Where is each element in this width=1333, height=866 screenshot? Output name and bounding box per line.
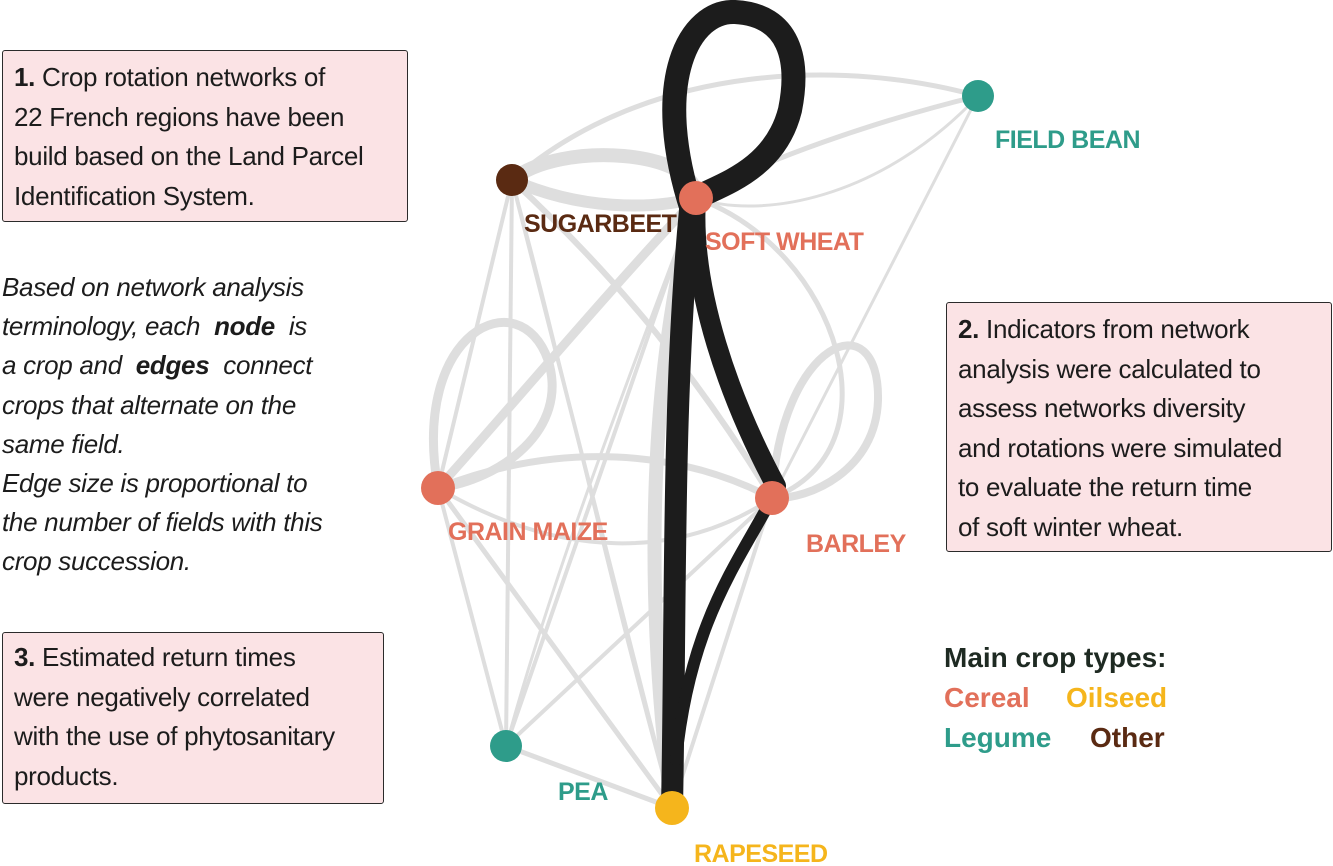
- node-grain-maize: [421, 471, 455, 505]
- intro-line-7: the number of fields with this: [2, 507, 323, 538]
- step-3-box: 3. Estimated return times were negativel…: [2, 632, 384, 804]
- node-field-bean: [962, 80, 994, 112]
- edge-grain-maize-pea: [436, 486, 508, 748]
- label-pea: PEA: [558, 778, 608, 806]
- legend-row-2: Legume Other: [944, 718, 1167, 758]
- intro-line-8: crop succession.: [2, 546, 191, 577]
- edge-soft-wheat-barley-light: [693, 195, 845, 501]
- node-labels: SUGARBEET SOFT WHEAT FIELD BEAN GRAIN MA…: [448, 126, 1141, 866]
- intro-line-3-start: a crop and: [2, 350, 122, 381]
- edge-soft-wheat-loop: [662, 0, 806, 222]
- step-1-box: 1. Crop rotation networks of 22 French r…: [2, 50, 408, 222]
- step-3-number: 3.: [14, 642, 36, 672]
- node-barley: [755, 481, 789, 515]
- step-3-text-1: Estimated return times: [42, 642, 296, 672]
- step-1-number: 1.: [14, 62, 36, 92]
- label-barley: BARLEY: [806, 530, 907, 558]
- edge-pea-barley: [504, 496, 774, 748]
- crop-type-legend: Main crop types: Cereal Oilseed Legume Oth…: [944, 638, 1167, 758]
- node-sugarbeet: [496, 164, 528, 196]
- step-2-line-1: 2. Indicators from network: [958, 310, 1331, 350]
- step-2-line-5: to evaluate the return time: [958, 472, 1252, 502]
- edge-barley-rapeseed: [670, 492, 778, 766]
- edge-field-bean-soft-wheat-2: [694, 94, 980, 208]
- intro-line-5: same field.: [2, 428, 125, 459]
- label-grain-maize: GRAIN MAIZE: [448, 518, 608, 546]
- legend-title: Main crop types:: [944, 642, 1167, 673]
- edge-sugarbeet-field-bean: [509, 72, 981, 183]
- edge-grain-maize-barley: [434, 453, 776, 502]
- step-2-box: 2. Indicators from network analysis were…: [946, 302, 1332, 552]
- step-2-line-4: and rotations were simulated: [958, 432, 1283, 463]
- legend-oilseed: Oilseed: [1066, 682, 1168, 713]
- edge-pea-soft-wheat-2: [504, 196, 698, 748]
- edge-grain-maize-barley-2: [436, 486, 774, 546]
- edge-grain-maize-rapeseed: [435, 485, 675, 811]
- edge-sugarbeet-grain-maize: [436, 178, 514, 490]
- edge-soft-wheat-pea: [504, 196, 698, 748]
- step-2-text-1: Indicators from network: [986, 314, 1250, 344]
- step-1-line-1: 1. Crop rotation networks of: [14, 58, 407, 98]
- step-2-line-2: analysis were calculated to: [958, 353, 1261, 384]
- edge-rapeseed-barley-light: [670, 496, 774, 810]
- step-1-line-3: build based on the Land Parcel: [14, 141, 364, 171]
- intro-line-2-end: is: [288, 311, 308, 342]
- label-sugarbeet: SUGARBEET: [524, 210, 677, 238]
- step-3-line-1: 3. Estimated return times: [14, 638, 383, 678]
- node-pea: [490, 730, 522, 762]
- intro-node-word: node: [214, 311, 275, 342]
- edge-barley-loop: [768, 341, 883, 503]
- step-2-line-6: of soft winter wheat.: [958, 511, 1183, 542]
- step-1-text-1: Crop rotation networks of: [42, 62, 326, 92]
- intro-line-4: crops that alternate on the: [2, 389, 296, 420]
- legend-cereal: Cereal: [944, 682, 1030, 713]
- step-3-line-4: products.: [14, 760, 119, 791]
- edge-soft-wheat-grain-maize: [433, 193, 701, 493]
- edge-field-bean-barley: [770, 94, 980, 500]
- label-field-bean: FIELD BEAN: [995, 126, 1140, 154]
- legend-other: Other: [1090, 722, 1165, 753]
- step-3-line-3: with the use of phytosanitary: [14, 721, 335, 751]
- node-rapeseed: [655, 791, 689, 825]
- intro-line-2: terminology, each node is: [2, 307, 382, 346]
- edge-sugarbeet-barley: [509, 177, 775, 501]
- step-2-line-3: assess networks diversity: [958, 393, 1246, 423]
- step-1-line-2: 22 French regions have been: [14, 101, 345, 132]
- network-explanation: Based on network analysis terminology, e…: [2, 268, 382, 582]
- step-2-number: 2.: [958, 314, 980, 344]
- legend-row-1: Cereal Oilseed: [944, 678, 1167, 718]
- intro-line-3-end: connect: [223, 350, 313, 381]
- node-soft-wheat: [679, 181, 713, 215]
- legend-legume: Legume: [944, 722, 1052, 753]
- edge-pea-rapeseed: [503, 743, 675, 811]
- intro-line-3: a crop and edges connect: [2, 346, 382, 385]
- strong-edges: [661, 0, 806, 819]
- label-rapeseed: RAPESEED: [694, 840, 828, 866]
- edge-soft-wheat-rapeseed: [661, 199, 701, 819]
- edge-sugarbeet-soft-wheat: [506, 174, 702, 212]
- edge-grain-maize-loop: [429, 318, 557, 493]
- intro-line-1: Based on network analysis: [2, 272, 304, 302]
- label-soft-wheat: SOFT WHEAT: [705, 228, 864, 256]
- intro-edges-word: edges: [135, 350, 210, 381]
- intro-line-6: Edge size is proportional to: [2, 468, 308, 499]
- edge-rapeseed-sugarbeet-2: [510, 178, 674, 810]
- intro-line-2-start: terminology, each: [2, 311, 201, 342]
- nodes: [421, 80, 994, 825]
- weak-edges: [429, 72, 981, 815]
- step-1-line-4: Identification System.: [14, 180, 255, 211]
- step-3-line-2: were negatively correlated: [14, 681, 310, 712]
